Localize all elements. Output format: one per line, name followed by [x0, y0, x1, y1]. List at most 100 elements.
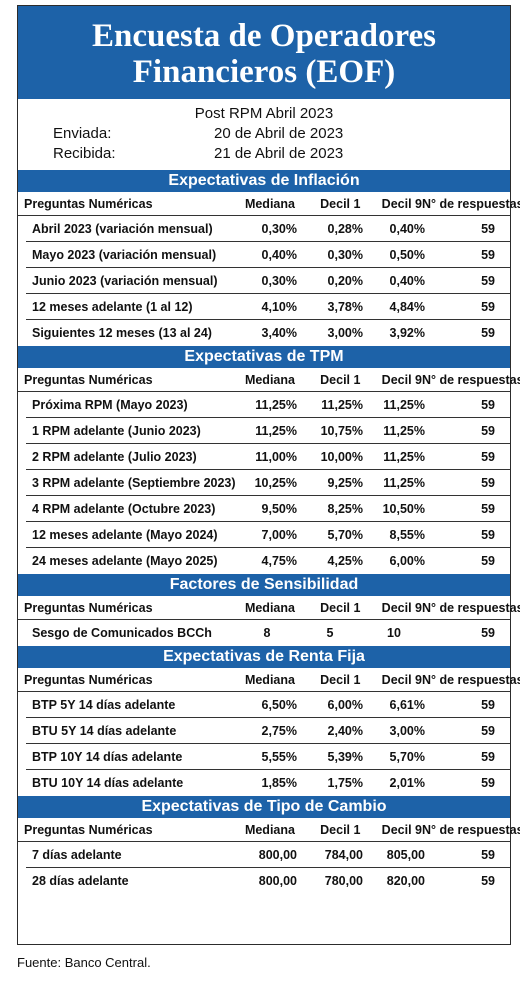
cell-value: 59 — [481, 697, 495, 712]
table-row: BTP 10Y 14 días adelante 5,55% 5,39% 5,70% 5… — [26, 744, 510, 770]
cell-value: 59 — [481, 626, 495, 640]
source-footer: Fuente: Banco Central. — [17, 955, 151, 970]
row-label: Siguientes 12 meses (13 al 24) — [32, 326, 212, 340]
header-decile1: Decil 1 — [320, 822, 361, 837]
cell-value: 59 — [481, 475, 495, 490]
section-title: Expectativas de TPM — [18, 346, 510, 368]
table-row: 2 RPM adelante (Julio 2023) 11,00% 10,00% 1… — [26, 444, 510, 470]
header-question: Preguntas Numéricas — [24, 196, 153, 211]
header-responses: N° de respuestas — [421, 600, 520, 615]
section-title: Expectativas de Inflación — [18, 170, 510, 192]
cell-value: 11,25% — [383, 423, 425, 438]
section-title: Factores de Sensibilidad — [18, 574, 510, 596]
cell-value: 0,20% — [327, 273, 363, 288]
table-row: Siguientes 12 meses (13 al 24) 3,40% 3,00%… — [26, 320, 510, 346]
received-value: 21 de Abril de 2023 — [214, 145, 344, 162]
row-label: Mayo 2023 (variación mensual) — [32, 247, 217, 262]
cell-value: 11,25% — [383, 449, 425, 464]
table-row: Junio 2023 (variación mensual) 0,30% 0,20%… — [26, 268, 510, 294]
cell-value: 4,84% — [389, 299, 425, 314]
cell-value: 59 — [481, 449, 495, 464]
table-row: Mayo 2023 (variación mensual) 0,40% 0,30% 0… — [26, 242, 510, 268]
cell-value: 11,25% — [255, 423, 297, 438]
cell-value: 7,00% — [261, 527, 297, 542]
cell-value: 784,00 — [324, 847, 363, 862]
cell-value: 2,75% — [261, 723, 297, 738]
table-header: Preguntas Numéricas Mediana Decil 1 Decil 9… — [18, 668, 520, 692]
cell-value: 10,50% — [382, 501, 425, 516]
cell-value: 6,00% — [327, 697, 363, 712]
row-label: Próxima RPM (Mayo 2023) — [32, 397, 188, 412]
cell-value: 59 — [481, 326, 495, 340]
cell-value: 10 — [387, 626, 401, 640]
cell-value: 59 — [481, 501, 495, 516]
title-banner: Encuesta de Operadores Financieros (EOF) — [18, 6, 510, 99]
row-label: 12 meses adelante (1 al 12) — [32, 299, 193, 314]
row-label: 4 RPM adelante (Octubre 2023) — [32, 501, 216, 516]
cell-value: 59 — [481, 723, 495, 738]
row-label: Abril 2023 (variación mensual) — [32, 221, 213, 236]
header-median: Mediana — [244, 600, 295, 615]
cell-value: 59 — [481, 554, 495, 568]
header-decile9: Decil 9 — [381, 372, 422, 387]
header-responses: N° de respuestas — [421, 822, 520, 837]
cell-value: 4,25% — [327, 554, 363, 568]
cell-value: 11,25% — [383, 397, 425, 412]
cell-value: 3,40% — [261, 326, 297, 340]
cell-value: 10,75% — [320, 423, 363, 438]
table-row: 24 meses adelante (Mayo 2025) 4,75% 4,25% 6… — [26, 548, 510, 574]
table-header: Preguntas Numéricas Mediana Decil 1 Decil 9… — [18, 192, 520, 216]
cell-value: 59 — [481, 221, 495, 236]
sent-value: 20 de Abril de 2023 — [214, 125, 344, 142]
cell-value: 59 — [481, 247, 495, 262]
cell-value: 3,92% — [389, 326, 425, 340]
sent-label: Enviada: — [53, 125, 112, 142]
cell-value: 8 — [263, 626, 271, 640]
cell-value: 800,00 — [258, 847, 297, 862]
cell-value: 805,00 — [386, 847, 425, 862]
cell-value: 1,85% — [261, 776, 297, 790]
cell-value: 59 — [481, 397, 495, 412]
header-decile9: Decil 9 — [381, 822, 422, 837]
table-row: 3 RPM adelante (Septiembre 2023) 10,25% 9,… — [26, 470, 510, 496]
row-label: BTU 5Y 14 días adelante — [32, 723, 177, 738]
cell-value: 59 — [481, 299, 495, 314]
table-row: 7 días adelante 800,00 784,00 805,00 59 — [26, 842, 510, 868]
row-label: 2 RPM adelante (Julio 2023) — [32, 449, 197, 464]
cell-value: 59 — [481, 749, 495, 764]
cell-value: 59 — [481, 273, 495, 288]
cell-value: 2,40% — [327, 723, 363, 738]
table-row: 12 meses adelante (1 al 12) 4,10% 3,78% 4,8… — [26, 294, 510, 320]
header-responses: N° de respuestas — [421, 672, 520, 687]
row-label: BTP 5Y 14 días adelante — [32, 697, 176, 712]
header-decile1: Decil 1 — [320, 196, 361, 211]
title-line-2: Financieros (EOF) — [132, 54, 396, 90]
row-label: 3 RPM adelante (Septiembre 2023) — [32, 475, 236, 490]
header-median: Mediana — [244, 196, 295, 211]
table-row: Próxima RPM (Mayo 2023) 11,25% 11,25% 11,25… — [26, 392, 510, 418]
cell-value: 8,55% — [389, 527, 425, 542]
cell-value: 59 — [481, 874, 495, 888]
cell-value: 6,00% — [389, 554, 425, 568]
cell-value: 3,00% — [389, 723, 425, 738]
table-header: Preguntas Numéricas Mediana Decil 1 Decil 9… — [18, 818, 520, 842]
title-line-1: Encuesta de Operadores — [91, 18, 437, 54]
cell-value: 10,25% — [254, 475, 297, 490]
table-row: Abril 2023 (variación mensual) 0,30% 0,28%… — [26, 216, 510, 242]
header-question: Preguntas Numéricas — [24, 822, 153, 837]
cell-value: 0,40% — [389, 221, 425, 236]
row-label: BTP 10Y 14 días adelante — [32, 749, 183, 764]
cell-value: 1,75% — [327, 776, 363, 790]
header-question: Preguntas Numéricas — [24, 600, 153, 615]
cell-value: 11,00% — [255, 449, 297, 464]
table-row: 4 RPM adelante (Octubre 2023) 9,50% 8,25% 1… — [26, 496, 510, 522]
header-question: Preguntas Numéricas — [24, 372, 153, 387]
header-median: Mediana — [244, 672, 295, 687]
table-row: BTP 5Y 14 días adelante 6,50% 6,00% 6,61% 59 — [26, 692, 510, 718]
survey-card: Encuesta de Operadores Financieros (EOF)… — [17, 5, 520, 945]
row-label: 24 meses adelante (Mayo 2025) — [32, 554, 218, 568]
cell-value: 59 — [481, 423, 495, 438]
header-question: Preguntas Numéricas — [24, 672, 153, 687]
received-row: Recibida: 21 de Abril de 2023 — [18, 144, 510, 164]
row-label: 1 RPM adelante (Junio 2023) — [32, 423, 201, 438]
